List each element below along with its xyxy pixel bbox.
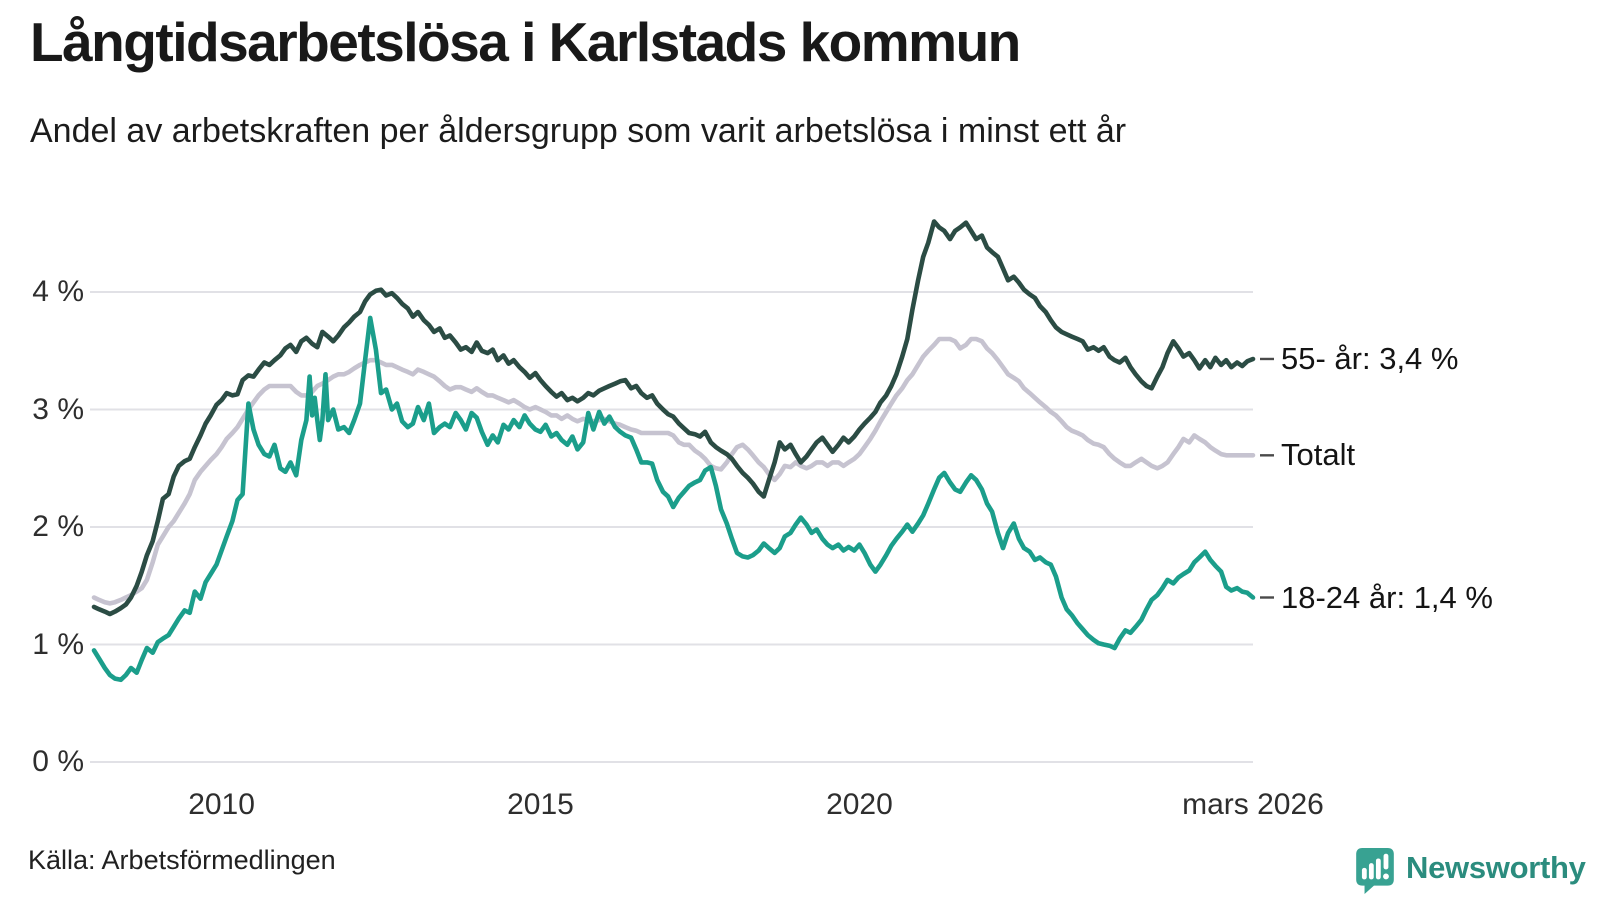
newsworthy-bubble-chart-icon	[1356, 848, 1394, 894]
newsworthy-logo: Newsworthy	[1356, 848, 1586, 894]
y-tick-label: 3 %	[32, 392, 84, 426]
series-end-label-18-24-r: 18-24 år: 1,4 %	[1281, 579, 1493, 615]
x-tick-label: 2010	[188, 788, 255, 821]
series-end-label-totalt: Totalt	[1281, 437, 1356, 473]
chart-subtitle: Andel av arbetskraften per åldersgrupp s…	[30, 112, 1127, 150]
x-tick-label: 2015	[507, 788, 574, 821]
series-end-label-55-r: 55- år: 3,4 %	[1281, 340, 1459, 376]
brand-name: Newsworthy	[1406, 850, 1586, 885]
y-tick-label: 4 %	[32, 275, 84, 308]
y-tick-label: 0 %	[32, 745, 84, 778]
series-line-18-24-r	[91, 315, 1256, 683]
x-tick-label: 2020	[826, 788, 893, 821]
series-line-totalt	[91, 336, 1256, 606]
page-title: Långtidsarbetslösa i Karlstads kommun	[30, 11, 1021, 73]
x-tick-label: mars 2026	[1182, 788, 1324, 821]
source-note: Källa: Arbetsförmedlingen	[28, 845, 336, 875]
series-line-55-r	[91, 219, 1256, 617]
y-tick-label: 1 %	[32, 627, 84, 661]
y-tick-label: 2 %	[32, 510, 84, 543]
